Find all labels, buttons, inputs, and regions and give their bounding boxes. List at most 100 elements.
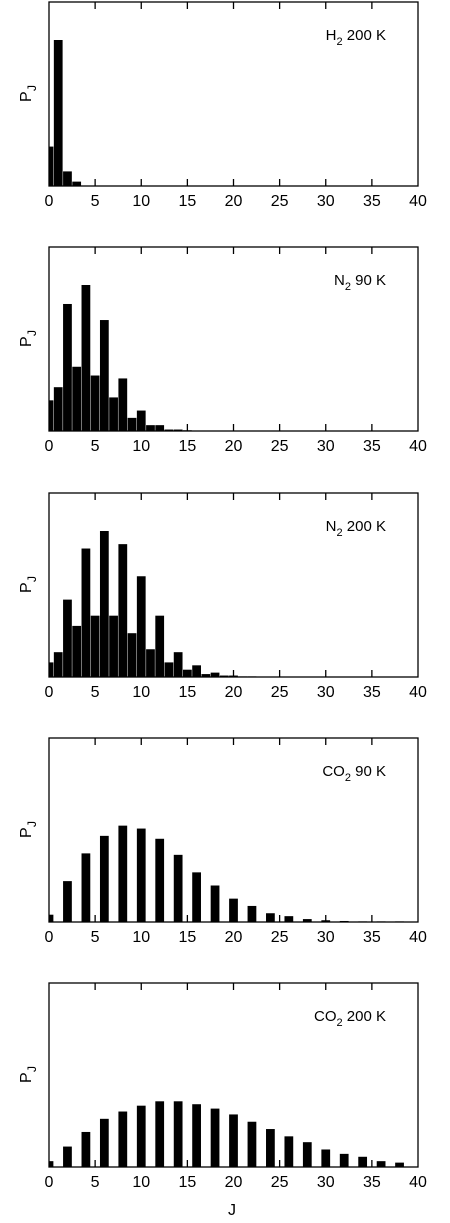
bar [247,1121,257,1167]
annotation-molecule: CO [322,763,345,780]
bar [63,599,72,677]
annotation-subscript: 2 [345,772,351,784]
bar [136,828,146,922]
x-tick-label: 20 [225,929,243,946]
bar [192,1104,201,1167]
y-axis-label: PJ [18,330,39,347]
x-tick-label: 15 [178,193,196,210]
bar [63,171,72,186]
y-axis-label: PJ [18,1066,39,1083]
bar [146,425,155,431]
x-axis-label: J [228,1202,236,1219]
chart-panel-2: 0 5 10 15 20 25 30 35 40 PJ N2 90 K [18,246,427,455]
x-tick-label: 5 [91,929,100,946]
x-tick-label: 0 [45,193,54,210]
x-tick-label: 35 [363,1174,381,1191]
bar [146,649,155,677]
bar [72,366,82,431]
bar [127,417,137,431]
x-tick-label: 0 [45,929,54,946]
chart-panel-5: 0 5 10 15 20 25 30 35 40 PJ CO2 200 K [18,982,427,1191]
x-tick-label: 35 [363,929,381,946]
bar [136,1105,146,1167]
bar [49,662,54,677]
chart-panel-4: 0 5 10 15 20 25 30 35 40 PJ CO2 90 K [18,737,427,946]
annotation-subscript: 2 [337,36,343,48]
x-tick-label: 0 [45,1174,54,1191]
chart-panel-1: 0 5 10 15 20 25 30 35 40 PJ H2 200 K [18,1,427,210]
bar [155,425,165,431]
bar [339,1153,349,1167]
bar [284,1136,294,1167]
bar [164,662,174,677]
x-tick-label: 25 [271,929,289,946]
bar [358,1156,368,1167]
bar [164,429,174,431]
x-tick-label: 0 [45,684,54,701]
x-tick-label: 5 [91,193,100,210]
x-tick-label: 25 [271,1174,289,1191]
panel-annotation: CO2 90 K [322,763,386,784]
annotation-subscript: 2 [345,281,351,293]
x-tick-label: 5 [91,684,100,701]
x-tick-label: 30 [317,438,335,455]
x-tick-label: 25 [271,684,289,701]
bar [210,885,220,922]
bar [99,531,109,677]
annotation-subscript: 2 [337,527,343,539]
x-tick-label: 30 [317,929,335,946]
bar [247,905,257,922]
bar [53,40,63,186]
x-tick-label: 20 [225,684,243,701]
panel-annotation: CO2 200 K [314,1008,386,1029]
bar [81,1131,91,1167]
y-axis-label-text: P [18,1072,35,1083]
x-tick-label: 5 [91,1174,100,1191]
bar [99,1118,109,1167]
bar [49,146,54,186]
annotation-temperature: 200 K [343,1008,386,1025]
x-tick-label: 25 [271,193,289,210]
bar [118,378,128,431]
bar [118,544,128,677]
x-tick-label: 15 [178,684,196,701]
x-tick-label: 40 [409,1174,427,1191]
bar [173,854,183,922]
x-tick-label: 30 [317,1174,335,1191]
x-tick-label: 10 [132,684,150,701]
y-axis-label-subscript: J [25,1066,39,1072]
x-tick-label: 40 [409,684,427,701]
x-tick-label: 15 [178,438,196,455]
bar [136,410,146,431]
bar [99,320,109,431]
bar [266,913,275,922]
bar [192,872,201,922]
x-tick-label: 30 [317,684,335,701]
bar [118,1111,128,1167]
annotation-molecule: N [334,272,345,289]
bar [155,1101,165,1167]
bar [109,615,118,677]
bar [49,1161,54,1167]
panel-annotation: H2 200 K [326,27,386,48]
bar [219,675,229,677]
panel-annotation: N2 200 K [326,518,386,539]
y-axis-label: PJ [18,85,39,102]
annotation-temperature: 90 K [351,763,386,780]
y-axis-label: PJ [18,576,39,593]
annotation-subscript: 2 [337,1017,343,1029]
y-axis-label-text: P [18,336,35,347]
annotation-temperature: 90 K [351,272,386,289]
x-tick-label: 10 [132,1174,150,1191]
bar [266,1129,275,1167]
bar [72,625,82,677]
bar [155,615,165,677]
bar [229,898,238,922]
y-axis-label-text: P [18,91,35,102]
bar [302,1142,312,1167]
bar [321,1149,331,1167]
y-axis-label-text: P [18,582,35,593]
x-tick-label: 35 [363,684,381,701]
y-axis-label-subscript: J [25,85,39,91]
bar [229,1114,238,1167]
